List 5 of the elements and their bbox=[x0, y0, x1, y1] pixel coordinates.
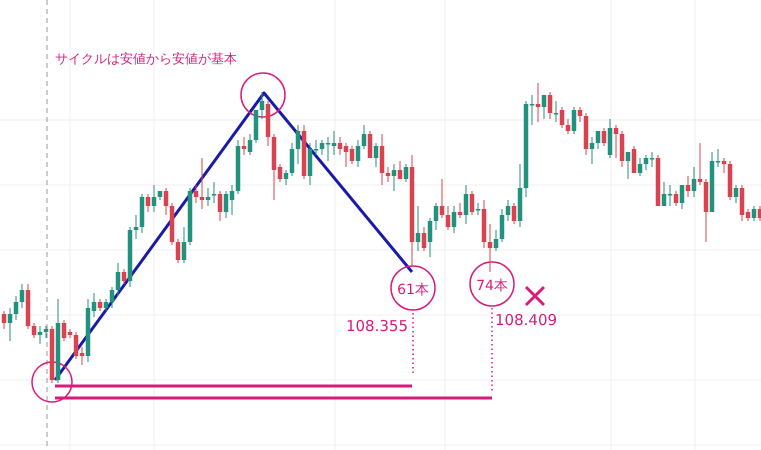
annotation: 74本 bbox=[476, 278, 508, 294]
chart-title: サイクルは安値から安値が基本 bbox=[55, 51, 237, 67]
annotation: 108.355 bbox=[346, 317, 408, 335]
annotation: 61本 bbox=[397, 282, 429, 298]
annotation: 108.409 bbox=[495, 311, 558, 329]
